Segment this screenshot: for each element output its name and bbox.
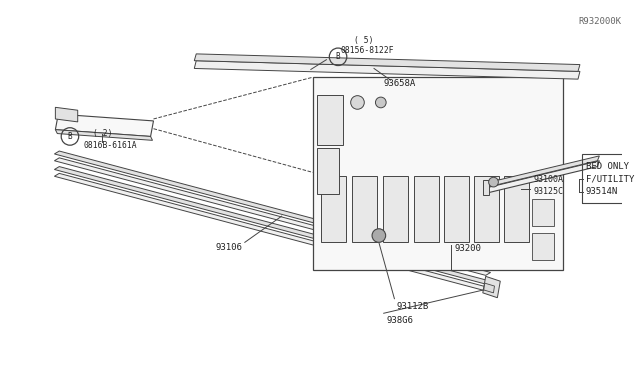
Polygon shape: [56, 130, 152, 140]
Text: B: B: [68, 132, 72, 141]
Text: 93200: 93200: [454, 244, 481, 253]
Text: 93514N: 93514N: [586, 187, 618, 196]
Polygon shape: [54, 167, 491, 284]
Text: ( 5): ( 5): [354, 36, 373, 45]
Text: 93658A: 93658A: [384, 78, 416, 87]
Polygon shape: [54, 151, 491, 269]
Polygon shape: [444, 176, 469, 242]
Polygon shape: [414, 176, 439, 242]
Circle shape: [351, 96, 364, 109]
Polygon shape: [532, 199, 554, 226]
Polygon shape: [484, 283, 495, 293]
Text: B: B: [336, 52, 340, 61]
Text: 93112B: 93112B: [396, 302, 429, 311]
Circle shape: [372, 229, 386, 242]
Text: 93106: 93106: [216, 243, 243, 252]
Polygon shape: [484, 161, 600, 194]
Text: 938G6: 938G6: [387, 315, 413, 324]
Text: 08156-8122F: 08156-8122F: [340, 46, 394, 55]
Circle shape: [488, 177, 499, 187]
Polygon shape: [484, 156, 600, 188]
Polygon shape: [474, 176, 499, 242]
Text: BED ONLY: BED ONLY: [586, 162, 628, 171]
Polygon shape: [54, 158, 491, 275]
Polygon shape: [532, 232, 554, 260]
Polygon shape: [195, 54, 580, 71]
Polygon shape: [56, 114, 154, 137]
Polygon shape: [383, 176, 408, 242]
Polygon shape: [351, 176, 377, 242]
Text: 0816B-6161A: 0816B-6161A: [84, 141, 137, 150]
Polygon shape: [313, 77, 563, 270]
Polygon shape: [483, 276, 500, 298]
Text: F/UTILITY: F/UTILITY: [586, 175, 634, 184]
Polygon shape: [317, 148, 339, 194]
Polygon shape: [54, 173, 491, 291]
Text: ( 2): ( 2): [93, 129, 113, 138]
Polygon shape: [195, 61, 580, 79]
Text: 93100A: 93100A: [533, 175, 563, 184]
Polygon shape: [317, 95, 343, 145]
Polygon shape: [504, 176, 529, 242]
Text: 93125C: 93125C: [533, 187, 563, 196]
Circle shape: [376, 97, 386, 108]
Polygon shape: [56, 107, 77, 122]
Polygon shape: [321, 176, 346, 242]
Text: R932000K: R932000K: [578, 17, 621, 26]
Polygon shape: [483, 180, 488, 195]
